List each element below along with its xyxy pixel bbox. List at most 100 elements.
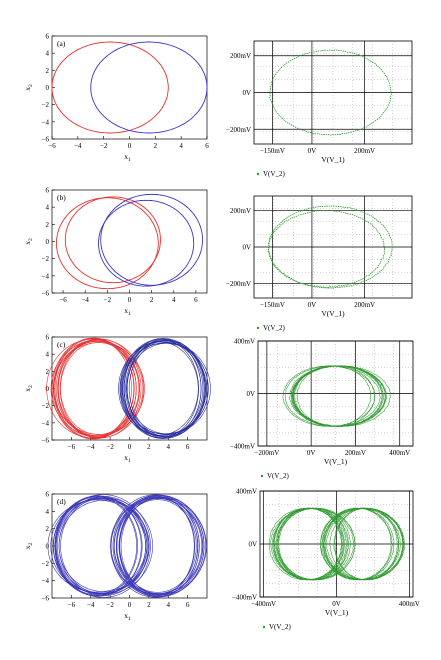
sim-ylabel: x2 [23,84,34,91]
circuit-ytick-label: 400mV [236,488,257,496]
sim2-s1-loop-0-12 [125,340,205,437]
sim2-s1-loop-0-10 [120,342,209,435]
sim3-s0-loop-0-8 [50,498,148,594]
circuit-xtick-label: 0V [308,147,317,155]
sim1-s0-loop-1-0 [64,196,161,284]
sim-xtick-label: −4 [87,443,95,451]
sim-xtick-label: 0 [128,296,132,304]
sim-xtick-label: −2 [106,443,114,451]
sim-ytick-label: 4 [46,351,50,359]
circuit-xtick-label: 200mV [345,449,366,457]
circuit-ytick-label: −400mV [230,443,255,451]
sim0-s0-loop-0-0 [51,41,169,134]
sim-ytick-label: −4 [42,577,50,585]
sim-xtick-label: −6 [59,296,67,304]
sim-xtick-label: 4 [167,443,171,451]
sim-xtick-label: −6 [68,443,76,451]
circuit-loop-0-7 [274,507,342,581]
sim-xtick-label: −4 [87,601,95,609]
circuit-xtick-label: −150mV [260,301,285,309]
sim-xtick-label: 6 [186,443,190,451]
sim2-s0-loop-0-12 [58,338,142,439]
sim-ytick-label: 6 [46,491,50,499]
circuit-loop-0-0 [267,205,393,289]
circuit-loop-0-4 [277,507,348,581]
sim-xtick-label: 0 [128,142,132,150]
sim-ytick-label: −4 [42,272,50,280]
legend-marker [260,474,264,478]
sim-axes-frame [51,189,208,294]
circuit-ytick-label: −200mV [226,126,251,134]
sim-xtick-label: 4 [172,296,176,304]
sim-ytick-label: 2 [46,67,50,75]
sim-ytick-label: −2 [42,101,50,109]
sim-xlabel: x1 [124,152,131,163]
circuit-xtick-label: 400mV [389,449,410,457]
sim-ytick-label: −6 [42,437,50,445]
sim3-s0-loop-1-12 [116,495,195,597]
circuit-loop-0-0 [269,49,392,136]
sim3-s0-loop-1-11 [118,499,197,593]
sim-panel-3: −6 −4 −2 0 2 4 6 −6 −4 −2 0 2 4 6 (d) x1 x2 [23,491,208,622]
sim-xtick-label: 2 [150,296,154,304]
circuit-loop-0-6 [284,365,381,427]
legend-label: V(V_2) [267,472,289,480]
sim-curves [46,337,211,440]
sim3-s0-loop-0-6 [47,499,146,593]
sim-xtick-label: −6 [48,142,56,150]
sim-ylabel: x2 [23,238,34,245]
circuit-xlabel: V(V_1) [325,608,349,617]
circuit-xtick-label: 200mV [354,301,375,309]
circuit-xtick-label: 0V [332,600,341,608]
sim-xtick-label: 4 [167,601,171,609]
circuit-panel-2: −200mV 0V 200mV 400mV 400mV 0V −400mV V(V_1) V(V… [230,338,414,480]
circuit-loop-0-11 [270,507,354,581]
legend-marker [256,172,260,176]
sim-ytick-label: 6 [46,187,50,195]
sim-ylabel: x2 [23,543,34,550]
sim-ytick-label: −6 [42,595,50,603]
sim-panel-2: −6 −4 −2 0 2 4 6 −6 −4 −2 0 2 4 6 (c) x1 x2 [23,334,211,464]
circuit-loop-0-10 [275,507,349,581]
circuit-loop-1-3 [323,507,395,581]
circuit-xlabel: V(V_1) [324,457,348,466]
sim-ytick-label: 2 [46,221,50,229]
sim-ytick-label: −6 [42,136,50,144]
sim-curves [55,193,204,290]
circuit-trace [267,205,393,289]
legend-marker [256,326,260,330]
sim3-s0-loop-0-11 [55,494,151,598]
circuit-panel-3: −400mV 0V 400mV 400mV 0V −400mV V(V_1) V(V_2) [232,488,420,632]
circuit-panel-0: −150mV 0V 200mV 200mV 0V −200mV V(V_1) V(V_2) [226,40,413,178]
legend-label: V(V_2) [263,170,285,178]
circuit-loop-1-11 [323,507,405,580]
circuit-loop-0-4 [282,365,376,427]
circuit-ytick-label: 400mV [234,338,255,346]
circuit-loop-1-6 [321,507,392,580]
circuit-loop-0-5 [271,507,356,581]
panel-label: (d) [57,497,66,506]
circuit-loop-1-4 [324,507,393,581]
sim-ytick-label: −4 [42,419,50,427]
sim-panel-0: −6 −4 −2 0 2 4 6 −6 −4 −2 0 2 4 6 (a) x1 x2 [23,33,209,164]
sim-xtick-label: 6 [205,142,209,150]
circuit-xtick-label: −150mV [260,147,285,155]
sim2-s0-loop-0-13 [51,337,135,440]
circuit-ytick-label: 200mV [230,52,251,60]
circuit-ytick-label: −200mV [226,280,251,288]
sim1-s1-loop-0-0 [100,193,204,286]
sim3-s0-loop-0-12 [52,498,150,594]
sim-ytick-label: −4 [42,118,50,126]
circuit-xtick-label: 200mV [354,147,375,155]
sim-axes-frame [51,35,208,140]
sim-ylabel: x2 [23,385,34,392]
sim-xtick-label: −2 [106,601,114,609]
sim3-s0-loop-0-10 [54,495,138,597]
circuit-ytick-label: 0V [242,244,251,252]
sim-xtick-label: 4 [179,142,183,150]
sim-xtick-label: 6 [194,296,198,304]
sim-xtick-label: 2 [154,142,158,150]
circuit-loop-0-8 [276,507,345,581]
legend-label: V(V_2) [263,324,285,332]
